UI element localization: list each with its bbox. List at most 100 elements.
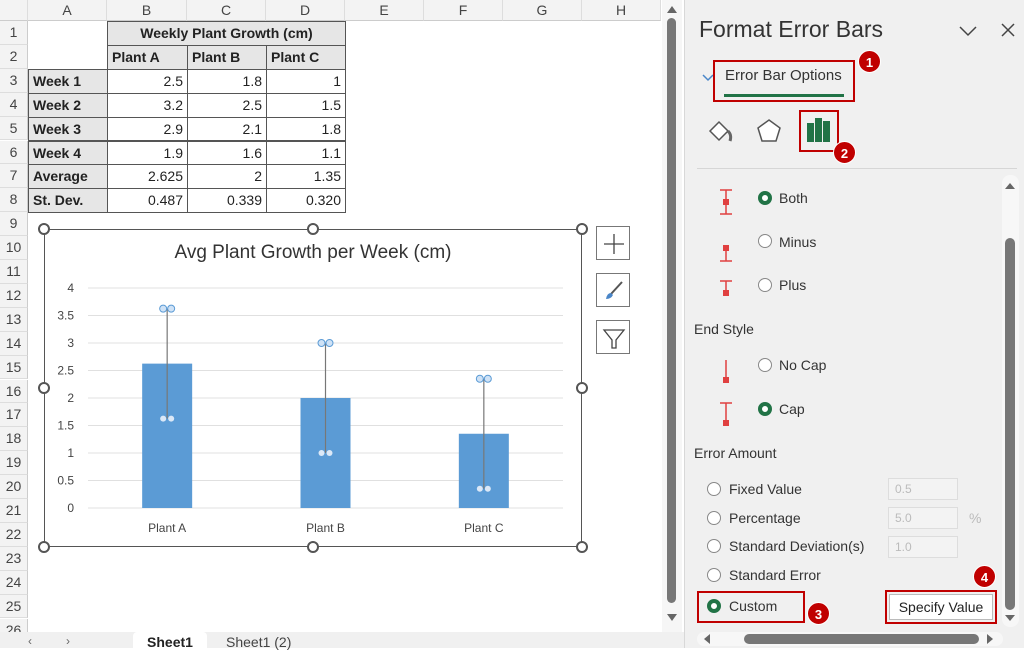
value-cell[interactable]: 1.6	[187, 140, 267, 166]
resize-handle[interactable]	[576, 541, 588, 553]
value-cell[interactable]: 2	[187, 164, 267, 190]
value-cell[interactable]: 1.35	[266, 164, 346, 190]
resize-handle[interactable]	[38, 223, 50, 235]
row-header-2[interactable]: 2	[0, 44, 28, 69]
radio-std-dev[interactable]	[707, 539, 721, 553]
chart-title[interactable]: Avg Plant Growth per Week (cm)	[174, 242, 452, 263]
pane-hscroll-thumb[interactable]	[744, 634, 979, 644]
row-header-5[interactable]: 5	[0, 116, 28, 141]
radio-std-error[interactable]	[707, 568, 721, 582]
value-cell[interactable]: 2.5	[187, 92, 267, 118]
row-header-8[interactable]: 8	[0, 188, 28, 213]
radio-percentage[interactable]	[707, 511, 721, 525]
row-header-17[interactable]: 17	[0, 403, 28, 428]
value-cell[interactable]: 0.487	[107, 188, 188, 214]
std-dev-input[interactable]: 1.0	[888, 536, 958, 558]
specify-value-button[interactable]: Specify Value	[889, 594, 993, 620]
row-header-10[interactable]: 10	[0, 236, 28, 260]
row-header-20[interactable]: 20	[0, 475, 28, 499]
row-label-cell[interactable]: Week 2	[28, 92, 108, 118]
effects-pentagon-icon[interactable]	[755, 117, 783, 147]
label-cap[interactable]: Cap	[779, 401, 805, 417]
row-label-cell[interactable]: Average	[28, 164, 108, 190]
value-cell[interactable]: 3.2	[107, 92, 188, 118]
value-cell[interactable]: 0.320	[266, 188, 346, 214]
radio-no-cap[interactable]	[758, 358, 772, 372]
scroll-down-icon[interactable]	[667, 614, 677, 621]
value-cell[interactable]: 0.339	[187, 188, 267, 214]
pane-scroll-up-icon[interactable]	[1005, 183, 1015, 189]
chart-filters-button[interactable]	[596, 320, 630, 354]
row-header-14[interactable]: 14	[0, 331, 28, 356]
row-label-cell[interactable]: Week 4	[28, 140, 108, 166]
scroll-up-icon[interactable]	[667, 6, 677, 13]
label-both[interactable]: Both	[779, 190, 808, 206]
resize-handle[interactable]	[307, 541, 319, 553]
value-cell[interactable]: 2.5	[107, 68, 188, 94]
sheet-tab-sheet1[interactable]: Sheet1	[133, 632, 207, 650]
label-plus[interactable]: Plus	[779, 277, 807, 293]
value-cell[interactable]: 2.1	[187, 116, 267, 142]
pane-scroll-left-icon[interactable]	[704, 634, 710, 644]
resize-handle[interactable]	[307, 223, 319, 235]
radio-cap[interactable]	[758, 402, 772, 416]
resize-handle[interactable]	[576, 382, 588, 394]
pane-scroll-right-icon[interactable]	[987, 634, 993, 644]
row-header-4[interactable]: 4	[0, 92, 28, 117]
row-label-cell[interactable]: Week 1	[28, 68, 108, 94]
value-cell[interactable]: 2.625	[107, 164, 188, 190]
row-header-24[interactable]: 24	[0, 570, 28, 595]
fill-line-icon[interactable]	[706, 117, 736, 147]
sheet-tab-sheet1-2[interactable]: Sheet1 (2)	[226, 634, 292, 650]
label-minus[interactable]: Minus	[779, 234, 817, 250]
row-header-26[interactable]: 26	[0, 618, 28, 632]
percentage-input[interactable]: 5.0	[888, 507, 958, 529]
tab-error-bar-options[interactable]: Error Bar Options	[725, 67, 842, 84]
cell-A2[interactable]	[28, 45, 108, 70]
chart-styles-button[interactable]	[596, 273, 630, 307]
resize-handle[interactable]	[38, 541, 50, 553]
row-header-15[interactable]: 15	[0, 355, 28, 380]
value-cell[interactable]: 1.5	[266, 92, 346, 118]
row-header-1[interactable]: 1	[0, 21, 28, 45]
label-custom[interactable]: Custom	[729, 598, 778, 614]
value-cell[interactable]: 1.8	[266, 116, 346, 142]
row-header-3[interactable]: 3	[0, 68, 28, 93]
radio-custom[interactable]	[707, 599, 721, 613]
radio-both[interactable]	[758, 191, 772, 205]
header-cell[interactable]: Plant C	[266, 44, 346, 70]
next-sheet-icon[interactable]: ›	[66, 634, 70, 648]
fixed-value-input[interactable]: 0.5	[888, 478, 958, 500]
label-no-cap[interactable]: No Cap	[779, 357, 827, 373]
cell-A1[interactable]	[28, 21, 108, 46]
row-header-6[interactable]: 6	[0, 140, 28, 165]
label-std-error[interactable]: Standard Error	[729, 567, 821, 583]
row-header-12[interactable]: 12	[0, 283, 28, 308]
column-header-H[interactable]: H	[582, 0, 661, 21]
radio-plus[interactable]	[758, 278, 772, 292]
vertical-scrollbar[interactable]	[662, 0, 682, 632]
resize-handle[interactable]	[576, 223, 588, 235]
pane-scroll-down-icon[interactable]	[1005, 615, 1015, 621]
row-header-9[interactable]: 9	[0, 212, 28, 237]
pane-scrollbar[interactable]	[1002, 175, 1019, 627]
value-cell[interactable]: 1.1	[266, 140, 346, 166]
row-header-23[interactable]: 23	[0, 546, 28, 571]
value-cell[interactable]: 1.9	[107, 140, 188, 166]
pane-scroll-thumb[interactable]	[1005, 238, 1015, 610]
label-std-dev[interactable]: Standard Deviation(s)	[729, 538, 865, 554]
header-cell[interactable]: Plant B	[187, 44, 267, 70]
column-header-B[interactable]: B	[107, 0, 187, 21]
row-header-25[interactable]: 25	[0, 594, 28, 619]
radio-minus[interactable]	[758, 234, 772, 248]
row-header-19[interactable]: 19	[0, 451, 28, 476]
column-header-C[interactable]: C	[187, 0, 266, 21]
collapse-chevron-icon[interactable]	[702, 74, 714, 82]
value-cell[interactable]: 2.9	[107, 116, 188, 142]
close-icon[interactable]	[1000, 22, 1016, 38]
row-label-cell[interactable]: Week 3	[28, 116, 108, 142]
column-header-D[interactable]: D	[266, 0, 345, 21]
radio-fixed-value[interactable]	[707, 482, 721, 496]
row-header-7[interactable]: 7	[0, 164, 28, 189]
row-header-13[interactable]: 13	[0, 307, 28, 332]
